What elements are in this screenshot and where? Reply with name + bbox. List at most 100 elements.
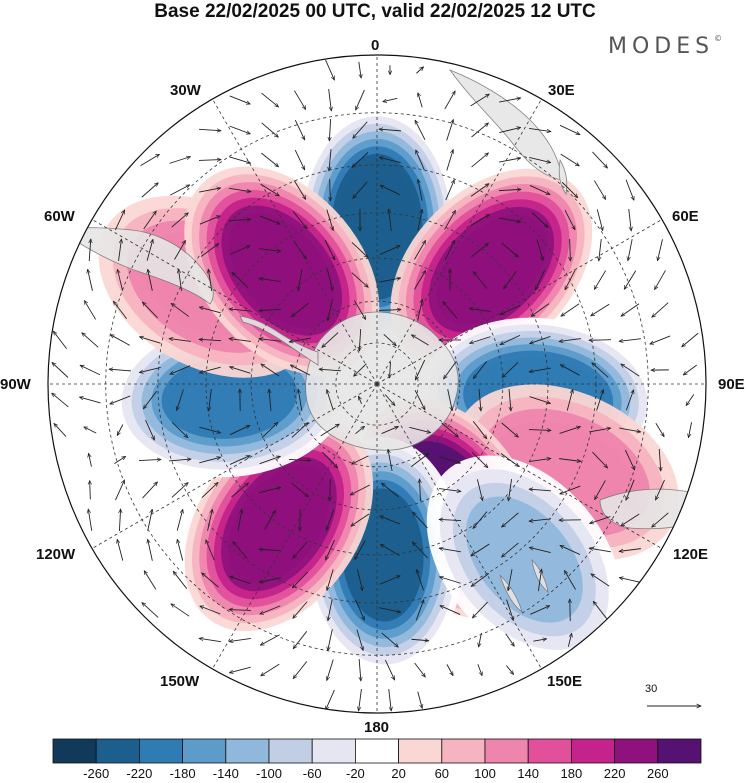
wind-arrow [84,301,97,320]
wind-arrow [621,513,640,526]
wind-arrow [505,633,515,647]
wind-arrow [416,570,424,591]
wind-arrow [500,453,519,467]
wind-arrow [500,334,521,346]
wind-arrow [383,333,396,345]
wind-arrow [444,210,456,230]
wind-arrow [655,423,664,437]
wind-arrow [353,181,368,199]
wind-arrow [320,424,340,437]
wind-arrow [379,278,401,283]
lon-label-30w: 30W [170,82,201,99]
colorbar-tick-label: -20 [345,766,365,781]
wind-arrow [118,239,122,261]
wind-arrow [330,178,331,201]
wind-arrow [170,184,190,196]
wind-arrow [52,362,69,378]
wind-arrow [328,599,333,621]
wind-arrow [298,269,303,291]
wind-arrow [119,509,120,532]
wind-arrow [447,389,453,411]
wind-arrow [199,188,221,193]
meridian-line [376,383,542,670]
colorbar-tick-label: 60 [434,766,450,781]
wind-arrow [471,543,490,556]
wind-arrow [379,576,400,585]
wind-arrow [414,271,425,290]
wind-arrow [116,424,124,435]
wind-arrow [470,184,489,197]
wind-arrow [439,519,462,520]
wind-arrow [206,540,215,561]
wind-arrow [470,214,490,226]
wind-arrow [414,120,426,141]
wind-arrow [171,303,190,317]
colorbar-tick-label: 100 [474,766,496,781]
wind-arrow [261,92,278,107]
colorbar-tick-label: -140 [212,766,239,781]
colorbar-tick-label: -100 [255,766,283,781]
wind-arrow [229,156,250,163]
wind-arrow [169,339,191,342]
colorbar-tick-label: -260 [83,766,110,781]
wind-arrow [498,189,521,190]
wind-arrow [501,422,519,437]
wind-arrow [379,245,400,255]
wind-arrow [567,633,571,647]
wind-arrow [381,483,399,498]
wind-arrow [596,390,604,411]
wind-arrow [417,691,423,709]
wind-arrow [355,426,364,435]
land-layer [59,69,701,614]
wind-arrow [379,129,402,131]
vector-reference-label: 30 [645,683,658,695]
wind-arrow [199,216,220,225]
wind-arrow [529,157,550,162]
wind-arrow [570,238,571,261]
wind-arrow [88,509,93,531]
wind-arrow [561,181,578,197]
wind-arrow [471,153,489,168]
wind-arrow [355,89,365,110]
wind-arrow [655,270,666,289]
wind-arrow [143,211,157,230]
wind-arrow [500,305,521,315]
wind-arrow [138,459,161,460]
wind-arrow [414,240,425,260]
wind-arrow [529,518,551,521]
wind-arrow [652,512,669,527]
wind-arrow [293,90,305,110]
wind-arrow [260,183,280,196]
wind-arrow [354,363,367,377]
wind-arrow [264,510,276,530]
wind-arrow [261,122,279,137]
wind-arrow [381,632,399,647]
wind-arrow [229,309,251,312]
wind-arrow [619,578,641,583]
new-zealand-shape [499,558,549,614]
wind-arrow [594,270,607,290]
wind-arrow [144,571,157,590]
wind-arrow [537,569,541,591]
wind-arrow [293,541,308,559]
colorbar-tick-label: -180 [169,766,196,781]
wind-arrow [625,390,633,411]
wind-arrow [528,430,551,431]
wind-arrow [499,158,521,163]
wind-arrow [470,336,491,344]
wind-arrow [293,180,305,200]
wind-arrow [199,638,221,643]
wind-arrow [229,610,252,611]
wind-arrow [506,665,513,675]
wind-arrow [177,539,184,561]
latitude-circle [293,300,461,468]
wind-arrow [82,333,99,348]
wind-arrow [599,239,602,261]
wind-arrow [202,573,219,588]
wind-arrow [293,601,308,619]
wind-arrow [169,157,191,164]
wind-arrow [171,483,188,498]
wind-arrow [625,179,634,201]
wind-arrow [199,366,221,373]
wind-arrow [142,482,158,499]
